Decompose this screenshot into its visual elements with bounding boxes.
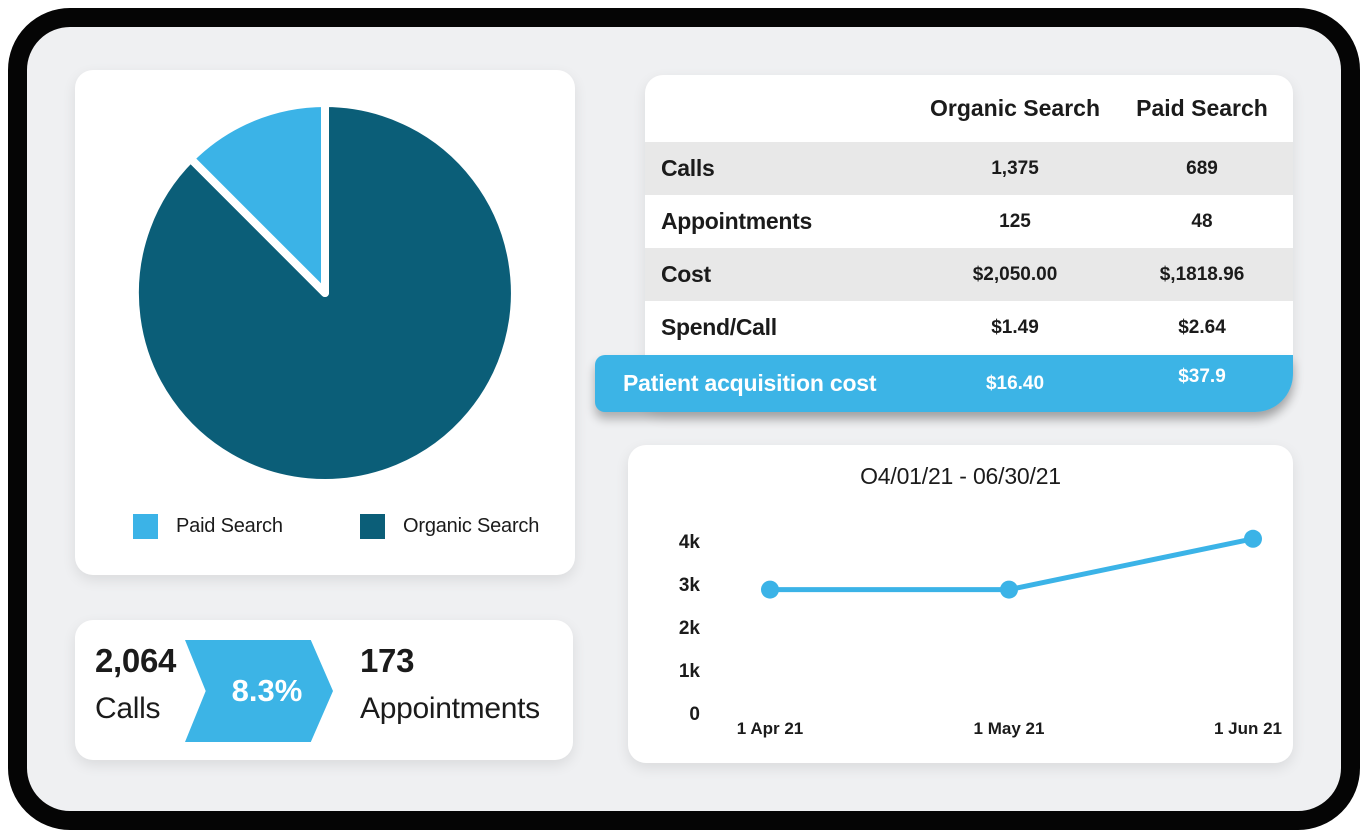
pie-chart-card: Paid Search Organic Search <box>75 70 575 575</box>
conversion-rate: 8.3% <box>231 673 303 708</box>
patient-acquisition-cost-banner: Patient acquisition cost $16.40 $37.9 <box>595 355 1293 412</box>
cost-organic-value: $2,050.00 <box>972 263 1058 285</box>
y-tick-4k: 4k <box>679 532 701 553</box>
table-header-paid-search: Paid Search <box>1136 95 1268 121</box>
y-tick-3k: 3k <box>679 575 701 596</box>
table-header-row: Organic Search Paid Search <box>645 75 1293 142</box>
data-point-2[interactable] <box>1244 529 1262 548</box>
legend-label-paid-search: Paid Search <box>176 515 283 537</box>
data-point-1[interactable] <box>1000 580 1018 599</box>
appointments-count: 173 <box>360 642 415 679</box>
conversion-stats-card: 2,064 Calls 8.3% 173 Appointments <box>75 620 573 760</box>
row-label-spend-call: Spend/Call <box>661 314 777 340</box>
row-label-cost: Cost <box>661 261 711 287</box>
row-label-appointments: Appointments <box>661 208 812 234</box>
line-chart-title: O4/01/21 - 06/30/21 <box>860 463 1061 489</box>
calls-organic-value: 1,375 <box>991 157 1039 179</box>
pie-slice-paid[interactable] <box>186 98 329 297</box>
patient-acquisition-paid-value: $37.9 <box>1178 365 1226 387</box>
x-tick-may: 1 May 21 <box>974 719 1045 738</box>
data-point-0[interactable] <box>761 580 779 599</box>
appointments-organic-value: 125 <box>999 210 1031 232</box>
cost-paid-value: $,1818.96 <box>1159 263 1245 285</box>
appointments-paid-value: 48 <box>1191 210 1213 232</box>
table-row-calls: Calls 1,375 689 <box>645 142 1293 195</box>
spend-call-organic-value: $1.49 <box>991 316 1039 338</box>
line-chart: 0 1k 2k 3k 4k 1 Apr 21 1 May 21 1 Jun 21 <box>679 529 1282 738</box>
x-tick-apr: 1 Apr 21 <box>737 719 803 738</box>
pie-chart <box>130 98 519 487</box>
line-chart-card: O4/01/21 - 06/30/21 0 1k 2k 3k 4k 1 Apr … <box>628 445 1293 763</box>
x-tick-jun: 1 Jun 21 <box>1214 719 1282 738</box>
patient-acquisition-organic-value: $16.40 <box>985 372 1045 394</box>
x-axis-ticks: 1 Apr 21 1 May 21 1 Jun 21 <box>737 719 1282 738</box>
y-axis-ticks: 0 1k 2k 3k 4k <box>679 532 701 725</box>
legend-label-organic-search: Organic Search <box>403 515 540 537</box>
y-tick-2k: 2k <box>679 618 701 639</box>
calls-count: 2,064 <box>95 642 177 679</box>
row-label-calls: Calls <box>661 155 715 181</box>
organic-search-swatch-icon <box>360 514 385 539</box>
legend-item-organic-search: Organic Search <box>360 514 539 539</box>
data-points <box>761 529 1262 599</box>
spend-call-paid-value: $2.64 <box>1178 316 1226 338</box>
conversion-arrow-icon: 8.3% <box>185 640 333 742</box>
calls-label: Calls <box>95 692 161 725</box>
appointments-label: Appointments <box>360 692 540 725</box>
calls-paid-value: 689 <box>1186 157 1218 179</box>
legend-item-paid-search: Paid Search <box>133 514 283 539</box>
table-row-spend-call: Spend/Call $1.49 $2.64 <box>645 301 1293 354</box>
paid-search-swatch-icon <box>133 514 158 539</box>
pie-legend: Paid Search Organic Search <box>75 514 575 548</box>
table-row-appointments: Appointments 125 48 <box>645 195 1293 248</box>
y-tick-0: 0 <box>689 704 700 725</box>
banner-label: Patient acquisition cost <box>623 370 877 396</box>
table-row-cost: Cost $2,050.00 $,1818.96 <box>645 248 1293 301</box>
table-header-organic-search: Organic Search <box>929 95 1101 121</box>
y-tick-1k: 1k <box>679 661 701 682</box>
